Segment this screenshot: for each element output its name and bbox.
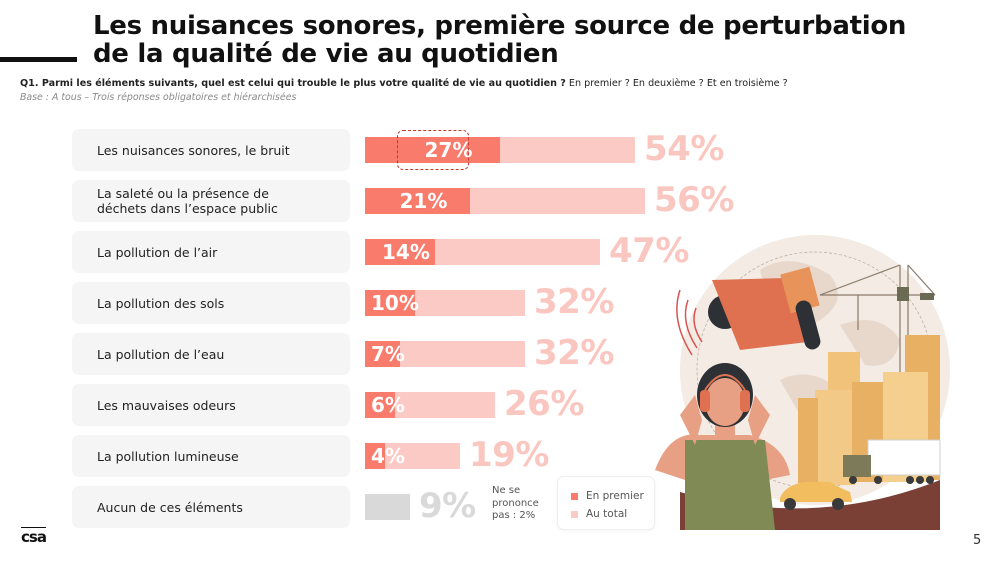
bar-en-premier — [365, 392, 395, 418]
truck-wheels — [849, 476, 934, 484]
bar-en-premier — [365, 443, 385, 469]
survey-base: Base : A tous – Trois réponses obligatoi… — [20, 92, 297, 103]
legend-swatch-total — [571, 510, 578, 518]
data-label-au-total: 47% — [609, 231, 689, 271]
car-icon — [780, 482, 852, 510]
category-label-text: Les mauvaises odeurs — [97, 398, 236, 413]
category-label: La pollution des sols — [72, 282, 350, 324]
category-label-line: déchets dans l’espace public — [97, 201, 278, 216]
bar-en-premier — [365, 341, 400, 367]
data-label-en-premier: 7% — [371, 342, 405, 366]
category-label-line: Les nuisances sonores, le bruit — [97, 142, 290, 158]
data-label-en-premier: 6% — [371, 393, 405, 417]
woman-with-headphones-icon — [655, 363, 790, 530]
question-bold: Q1. Parmi les éléments suivants, quel es… — [20, 78, 566, 89]
category-label: Aucun de ces éléments — [72, 486, 350, 528]
question-rest: En premier ? En deuxième ? Et en troisiè… — [565, 78, 788, 89]
category-label: La pollution de l’eau — [72, 333, 350, 375]
csa-logo: csa — [21, 527, 47, 546]
category-label-text: La saleté ou la présence de déchets dans … — [97, 186, 278, 216]
survey-question: Q1. Parmi les éléments suivants, quel es… — [20, 78, 788, 89]
category-label-text: Aucun de ces éléments — [97, 500, 243, 515]
title-line-1: Les nuisances sonores, première source d… — [93, 11, 907, 41]
category-label-text: La pollution de l’air — [97, 245, 217, 260]
category-label: La saleté ou la présence de déchets dans … — [72, 180, 350, 222]
truck-trailer — [867, 439, 941, 476]
data-label-en-premier: 21% — [399, 189, 448, 213]
noise-pollution-illustration — [655, 235, 950, 530]
category-label-line: Les mauvaises odeurs — [97, 397, 236, 413]
data-label-en-premier: 10% — [371, 291, 419, 315]
bar-en-premier — [365, 239, 435, 265]
category-label-line: Aucun de ces éléments — [97, 499, 243, 515]
note-line: Ne se — [492, 485, 521, 496]
category-label-line: La saleté ou la présence de — [97, 186, 269, 201]
legend-item-total: Au total — [571, 505, 654, 523]
category-label-line: La pollution des sols — [97, 295, 225, 311]
crane-counterweight — [920, 293, 934, 300]
category-label-text: La pollution des sols — [97, 296, 224, 311]
data-label-au-total: 54% — [644, 129, 724, 169]
bar-en-premier — [365, 290, 415, 316]
category-label-text: La pollution de l’eau — [97, 347, 224, 362]
category-label-line: La pollution de l’eau — [97, 346, 225, 362]
data-label-en-premier: 4% — [371, 444, 405, 468]
bar-none-of-these — [365, 494, 410, 520]
megaphone-icon — [708, 266, 821, 350]
data-label-au-total: 32% — [534, 282, 614, 322]
globe-landmass — [840, 320, 900, 366]
data-label-en-premier: 27% — [424, 138, 473, 162]
legend-label: Au total — [586, 508, 628, 520]
data-label-none: 9% — [419, 486, 476, 526]
data-label-au-total: 56% — [654, 180, 734, 220]
category-label-line: La pollution lumineuse — [97, 448, 239, 464]
chart-legend: En premier Au total — [557, 476, 655, 530]
category-label: Les nuisances sonores, le bruit — [72, 129, 350, 171]
data-label-en-premier: 14% — [382, 240, 430, 264]
category-label: La pollution de l’air — [72, 231, 350, 273]
category-label-text: La pollution lumineuse — [97, 449, 239, 464]
legend-label: En premier — [586, 490, 644, 502]
page-title: Les nuisances sonores, première source d… — [93, 12, 953, 68]
category-label-text: Les nuisances sonores, le bruit — [97, 143, 290, 158]
data-label-au-total: 19% — [469, 435, 549, 475]
legend-swatch-first — [571, 492, 578, 500]
category-label: Les mauvaises odeurs — [72, 384, 350, 426]
category-label-line: La pollution de l’air — [97, 244, 218, 260]
page-number: 5 — [973, 533, 982, 548]
crane-cabin — [897, 287, 909, 301]
note-line: pas : 2% — [492, 510, 536, 521]
title-accent-rule — [0, 57, 77, 62]
highlight-box — [397, 130, 469, 170]
bar-en-premier — [365, 137, 500, 163]
legend-item-first: En premier — [571, 487, 654, 505]
category-label: La pollution lumineuse — [72, 435, 350, 477]
data-label-au-total: 32% — [534, 333, 614, 373]
no-opinion-note: Ne se prononce pas : 2% — [492, 485, 552, 523]
bar-en-premier — [365, 188, 470, 214]
note-line: prononce — [492, 497, 539, 509]
title-line-2: de la qualité de vie au quotidien — [93, 39, 559, 69]
sound-waves-icon — [676, 289, 703, 356]
truck-cab — [843, 455, 871, 477]
data-label-au-total: 26% — [504, 384, 584, 424]
